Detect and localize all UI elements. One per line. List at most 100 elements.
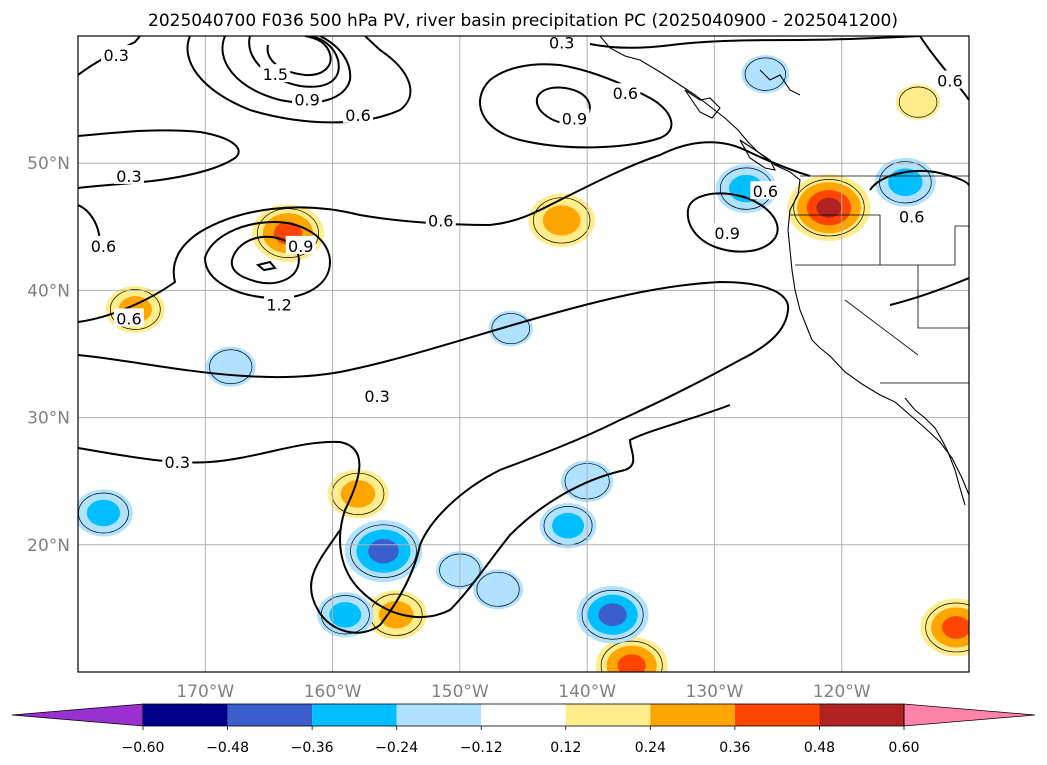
island-coast-3 <box>759 69 801 96</box>
colorbar-segment <box>312 704 397 726</box>
contour-label: 0.9 <box>562 110 587 129</box>
precip-negative-area <box>205 346 256 387</box>
contour-labels: 0.3 1.5 0.9 0.6 0.3 0.6 0.9 0.6 0.3 0.6 0.6 0.9 1.2 0… <box>88 33 965 472</box>
contour-label-bg <box>343 104 374 123</box>
precip-positive-area <box>617 654 646 672</box>
lon-tick-label: 160°W <box>304 682 362 702</box>
contour-label-bg <box>285 235 316 254</box>
precip-positive-area <box>542 205 581 236</box>
pv-contour-0.6-main <box>78 141 811 323</box>
contour-label-bg <box>264 294 295 313</box>
contour-label: 0.6 <box>753 182 778 201</box>
colorbar-tick-label: 0.36 <box>719 740 750 756</box>
precip-area-outline <box>257 208 319 258</box>
contour-label: 0.6 <box>899 208 924 227</box>
lat-tick-label: 50°N <box>27 154 70 174</box>
contour-label-bg <box>546 36 577 51</box>
coastline <box>599 36 969 506</box>
contour-label-bg <box>113 308 144 327</box>
precip-negative-area <box>86 499 121 527</box>
contour-label-bg <box>88 235 119 254</box>
contour-label: 0.6 <box>937 72 962 91</box>
contour-label-bg <box>934 70 965 89</box>
contour-label-bg <box>750 181 781 200</box>
contour-label-bg <box>610 83 641 102</box>
precip-positive-area <box>895 84 941 120</box>
precip-area-outline <box>744 57 787 91</box>
map-frame <box>77 35 970 673</box>
contour-label-bg <box>362 385 393 404</box>
contour-label: 0.6 <box>345 106 370 125</box>
pv-contour-0.6-ne <box>919 36 969 101</box>
contour-label-bg <box>101 45 132 64</box>
precip-negative-area <box>473 569 524 610</box>
pv-contour-0.9-main <box>203 220 332 300</box>
precip-area-outline <box>350 524 417 578</box>
gridlines <box>78 36 969 672</box>
colorbar-tick-label: −0.60 <box>122 740 165 756</box>
precip-area-outline <box>491 313 531 345</box>
precip-negative-area <box>598 603 627 627</box>
political-borders <box>790 175 969 384</box>
precip-area-outline <box>209 349 253 385</box>
pv-contour-0.6-east <box>869 169 969 191</box>
contour-label: 0.6 <box>428 211 453 230</box>
pv-contour-0.3-main <box>78 280 790 634</box>
pv-contour-1.5-main <box>255 260 277 272</box>
contour-label-bg <box>260 64 291 83</box>
pv-contour-0.3-south <box>78 404 731 618</box>
contour-label: 0.3 <box>165 453 190 472</box>
colorbar-segment <box>396 704 482 726</box>
state-border-ca-diagonal <box>844 299 919 356</box>
colorbar-extend-low <box>11 703 144 727</box>
colorbar-segment <box>481 704 566 726</box>
precip-area-outline <box>898 86 938 118</box>
colorbar-segment <box>143 704 228 726</box>
precip-area-outline <box>793 179 865 237</box>
contour-label-bg <box>162 452 193 471</box>
colorbar-segment <box>819 704 904 726</box>
pv-contour-0.6-north <box>479 63 673 149</box>
contour-label: 0.9 <box>714 224 739 243</box>
lon-tick-label: 120°W <box>813 682 871 702</box>
colorbar-frame <box>142 703 905 727</box>
contour-label: 0.3 <box>364 387 389 406</box>
precip-negative-area <box>741 55 790 94</box>
colorbar-segment <box>227 704 313 726</box>
precip-area-outline <box>581 589 644 640</box>
island-coast-1 <box>684 89 721 119</box>
colorbar-segment <box>734 704 820 726</box>
lat-tick-label: 20°N <box>27 536 70 556</box>
contour-label-bg <box>292 89 323 108</box>
colorbar-tick-label: 0.24 <box>635 740 666 756</box>
contour-label: 0.6 <box>91 237 116 256</box>
pv-contour-0.6-nw <box>186 36 412 124</box>
colorbar-tick-label: −0.12 <box>460 740 503 756</box>
pv-contour-1.2-nw <box>248 36 340 88</box>
precip-negative-area <box>329 601 362 628</box>
pv-contour-0.9-east <box>686 192 779 253</box>
colorbar: −0.60 −0.48 −0.36 −0.24 −0.12 0.12 0.24 0.36 0.4… <box>11 703 1036 756</box>
pv-contour-0.3-ne <box>889 277 969 306</box>
colorbar-extend-high <box>903 703 1036 727</box>
figure-title: 2025040700 F036 500 hPa PV, river basin … <box>148 11 898 31</box>
state-border-or-ca <box>795 225 969 266</box>
lat-tick-label: 30°N <box>27 409 70 429</box>
lat-tick-label: 40°N <box>27 281 70 301</box>
lon-tick-label: 130°W <box>686 682 744 702</box>
contour-label: 0.6 <box>613 84 638 103</box>
precip-area-outline <box>600 640 663 672</box>
colorbar-tick-label: −0.48 <box>206 740 249 756</box>
precip-negative-area <box>552 512 585 539</box>
colorbar-tick-label: −0.24 <box>375 740 418 756</box>
contour-label: 0.3 <box>116 167 141 186</box>
map-panel: 0.3 1.5 0.9 0.6 0.3 0.6 0.9 0.6 0.3 0.6 0.6 0.9 1.2 0… <box>78 33 969 672</box>
precip-area-outline <box>476 571 520 607</box>
contour-label: 0.3 <box>549 33 574 52</box>
precip-positive-area <box>378 600 414 629</box>
colorbar-tick-label: 0.60 <box>888 740 919 756</box>
contour-label: 0.9 <box>288 237 313 256</box>
pv-contour-1.2-main <box>230 235 300 285</box>
baja-coastline <box>904 397 966 506</box>
